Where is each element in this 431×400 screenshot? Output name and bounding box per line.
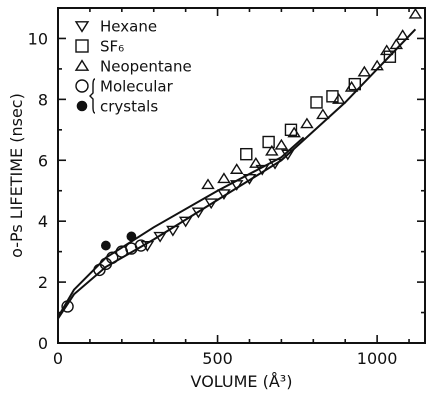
data-point: [326, 90, 339, 103]
x-tick-label: 500: [202, 349, 233, 368]
data-point: [348, 77, 361, 91]
y-axis-title: o-Ps LIFETIME (nsec): [7, 93, 26, 258]
legend-marker: [74, 59, 90, 71]
data-point: [268, 158, 282, 170]
data-point: [106, 251, 119, 264]
data-point: [249, 157, 263, 168]
legend-marker: [75, 39, 89, 53]
x-axis-title: VOLUME (Å³): [191, 372, 293, 391]
data-point: [408, 7, 423, 19]
data-point: [357, 65, 372, 77]
data-point: [100, 240, 111, 251]
data-point: [166, 225, 180, 237]
data-point: [332, 93, 346, 104]
data-point: [281, 149, 295, 161]
data-point: [153, 231, 167, 243]
data-point: [217, 172, 231, 184]
y-tick-label: 2: [38, 273, 48, 292]
legend-label: Hexane: [100, 18, 157, 36]
data-point: [229, 163, 244, 174]
data-point: [255, 164, 270, 176]
data-point: [240, 147, 253, 161]
data-point: [140, 240, 155, 252]
plot-frame: [57, 7, 426, 344]
x-tick-label: 1000: [357, 349, 398, 368]
legend-marker: [74, 21, 90, 33]
plot-area: 0 500 1000 0 2 4 6 8 10 VOLUME (Å³) o-Ps LIFETIME …: [7, 7, 426, 391]
legend-brace: [89, 78, 96, 114]
data-point: [265, 144, 279, 156]
data-point: [217, 189, 231, 201]
legend-marker: [76, 100, 88, 112]
legend-marker: [75, 79, 89, 93]
data-point: [316, 108, 330, 120]
y-tick-label: 10: [28, 29, 48, 48]
data-point: [61, 300, 74, 313]
data-point: [262, 135, 275, 149]
legend-label: SF₆: [100, 38, 124, 56]
data-point: [204, 198, 218, 210]
y-tick-label: 0: [38, 334, 48, 353]
legend-label: Neopentane: [100, 58, 192, 76]
data-point: [344, 80, 359, 92]
data-point: [310, 96, 323, 109]
data-point: [242, 173, 257, 185]
data-point: [389, 38, 404, 50]
data-point: [284, 123, 298, 137]
legend-label: crystals: [100, 98, 158, 116]
data-point: [287, 126, 301, 138]
y-tick-label: 8: [38, 90, 48, 109]
data-point: [395, 29, 410, 40]
data-point: [201, 178, 215, 190]
legend-label: Molecular: [100, 78, 174, 96]
y-tick-label: 4: [38, 212, 48, 231]
data-point: [178, 216, 193, 228]
data-point: [126, 231, 137, 242]
fit-curve: [57, 136, 305, 318]
x-tick-label: 0: [53, 349, 63, 368]
data-point: [300, 117, 314, 129]
y-tick-label: 6: [38, 151, 48, 170]
data-point: [134, 239, 148, 252]
data-point: [370, 59, 384, 71]
data-point: [229, 180, 244, 191]
fit-curve: [57, 28, 417, 320]
data-point: [191, 207, 206, 219]
data-point: [274, 138, 289, 150]
data-point: [379, 44, 394, 56]
